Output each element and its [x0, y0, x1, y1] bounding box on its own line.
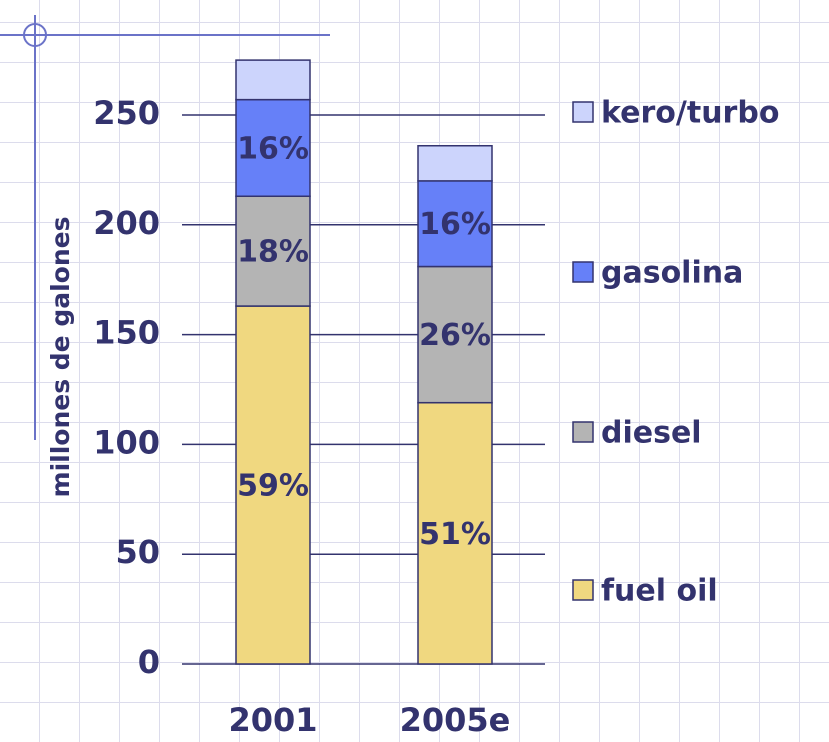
data-label: 59%	[237, 469, 309, 504]
data-label: 18%	[237, 235, 309, 270]
y-tick-label: 0	[138, 643, 160, 681]
legend-label: diesel	[601, 416, 702, 451]
legend-swatch	[572, 261, 594, 283]
bar-segment	[235, 305, 311, 665]
data-label: 51%	[419, 517, 491, 552]
data-label: 26%	[419, 318, 491, 353]
legend-label: gasolina	[601, 256, 743, 291]
data-label: 16%	[419, 207, 491, 242]
legend-swatch	[572, 101, 594, 123]
x-tick-label: 2005e	[400, 701, 511, 739]
y-tick-label: 100	[93, 423, 160, 461]
y-tick-label: 50	[115, 533, 160, 571]
legend-label: kero/turbo	[601, 96, 779, 131]
y-tick-label: 200	[93, 204, 160, 242]
y-tick-label: 250	[93, 94, 160, 132]
legend-swatch	[572, 579, 594, 601]
legend-swatch	[572, 421, 594, 443]
y-axis-label: millones de galones	[46, 217, 75, 498]
bar-segment	[417, 180, 493, 268]
data-label: 16%	[237, 131, 309, 166]
y-tick-label: 150	[93, 314, 160, 352]
bar-segment	[417, 144, 493, 182]
decor-circle	[23, 23, 47, 47]
legend-label: fuel oil	[601, 574, 718, 609]
bar-segment	[235, 59, 311, 101]
x-tick-label: 2001	[228, 701, 317, 739]
